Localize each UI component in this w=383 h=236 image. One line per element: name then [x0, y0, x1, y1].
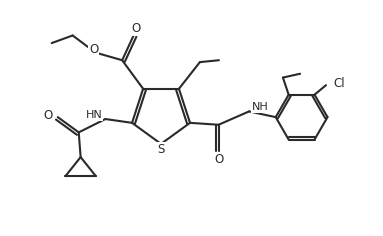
Text: O: O: [131, 22, 140, 35]
Text: O: O: [214, 152, 223, 165]
Text: S: S: [157, 143, 165, 156]
Text: O: O: [44, 109, 53, 122]
Text: Cl: Cl: [334, 77, 345, 90]
Text: HN: HN: [85, 110, 102, 120]
Text: NH: NH: [252, 102, 269, 112]
Text: O: O: [89, 43, 98, 56]
